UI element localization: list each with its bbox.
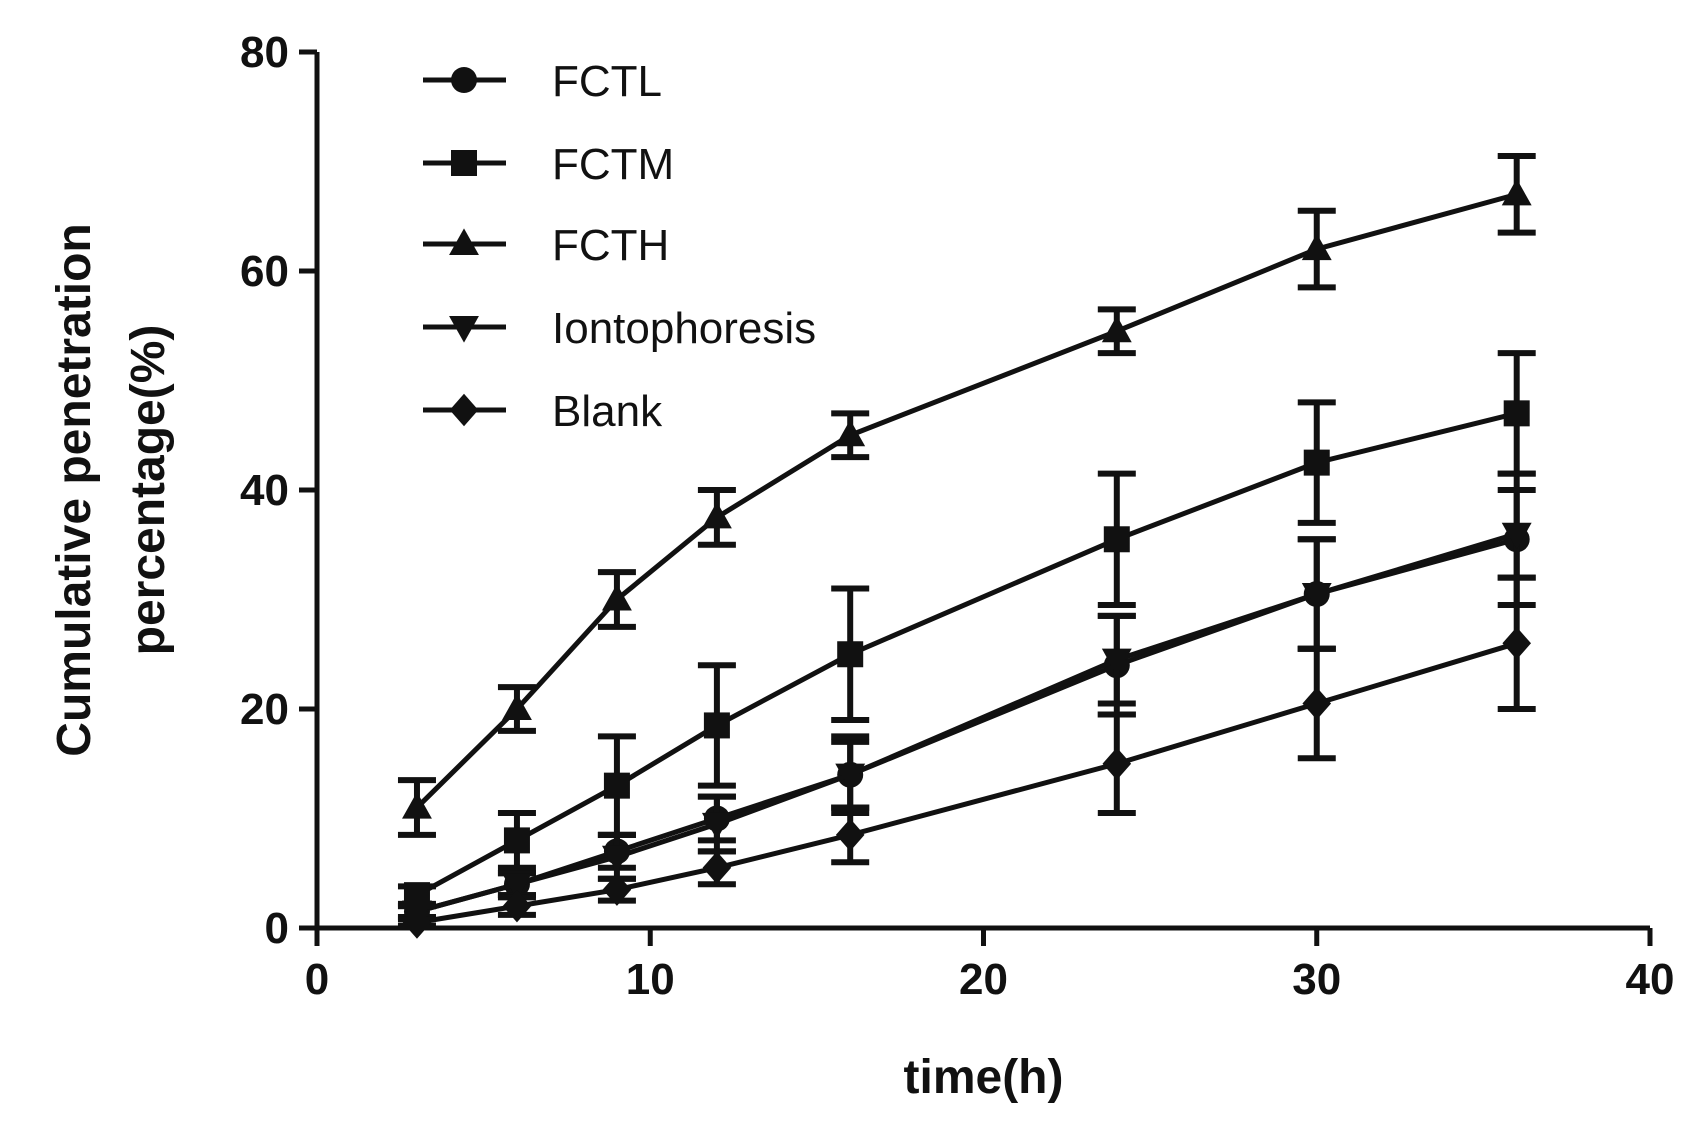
x-axis-title: time(h) (904, 1051, 1064, 1104)
legend-label: FCTM (552, 140, 674, 189)
data-point (1501, 522, 1532, 550)
data-point (601, 845, 632, 873)
data-point (837, 641, 864, 668)
data-point (1302, 687, 1332, 720)
data-point (502, 889, 532, 923)
data-point (1103, 526, 1130, 553)
legend-item-fcth: FCTH (423, 221, 669, 270)
x-tick-label: 10 (626, 955, 675, 1004)
data-point (702, 851, 732, 885)
data-point (1501, 178, 1532, 206)
legend-label: Blank (552, 387, 663, 436)
data-point (602, 873, 632, 906)
legend-marker (449, 393, 479, 427)
legend-item-blank: Blank (423, 387, 663, 436)
series-line (416, 531, 1518, 914)
data-point (1301, 233, 1332, 261)
series-fctm (397, 350, 1536, 909)
legend-marker (451, 67, 477, 93)
data-point (1102, 747, 1132, 780)
data-point (503, 827, 530, 854)
y-tick-label: 40 (240, 466, 289, 515)
x-tick-label: 30 (1292, 955, 1341, 1004)
data-point (502, 873, 532, 900)
data-point (1101, 648, 1132, 676)
legend-marker (451, 150, 477, 176)
data-point (701, 501, 732, 529)
series-line (415, 410, 1518, 898)
data-point (701, 812, 732, 840)
x-tick-label: 40 (1626, 955, 1675, 1004)
series-line (416, 640, 1518, 925)
legend-item-iontophoresis: Iontophoresis (423, 304, 816, 353)
x-tick-label: 0 (305, 955, 329, 1004)
legend: FCTL FCTM FCTH Iontophoresis Blank (423, 57, 816, 436)
y-tick-label: 0 (265, 904, 289, 953)
data-point (1503, 400, 1530, 427)
y-axis-title-line1: Cumulative penetration (48, 223, 101, 756)
series-blank (397, 574, 1536, 939)
legend-label: FCTL (552, 57, 662, 106)
y-tick-label: 60 (240, 247, 289, 296)
data-point (502, 693, 532, 721)
data-point (835, 818, 865, 852)
y-tick-label: 80 (240, 28, 289, 77)
series-fcth (397, 153, 1536, 838)
y-tick-label: 20 (240, 685, 289, 734)
x-ticks: 0 10 20 30 40 (305, 928, 1675, 1004)
legend-item-fctm: FCTM (423, 140, 674, 189)
data-point (1303, 449, 1330, 476)
data-point (1101, 315, 1132, 343)
data-point (703, 712, 730, 739)
data-point (603, 772, 630, 799)
axes: 0 10 20 30 40 0 20 40 60 80 (240, 28, 1674, 1004)
series-iontophoresis (397, 487, 1536, 928)
data-point (402, 791, 432, 819)
data-point (835, 763, 866, 791)
legend-item-fctl: FCTL (423, 57, 662, 106)
legend-label: Iontophoresis (552, 304, 816, 353)
data-point (835, 419, 866, 447)
data-point (402, 906, 432, 939)
legend-marker (449, 228, 479, 256)
legend-marker (449, 315, 479, 343)
x-tick-label: 20 (959, 955, 1008, 1004)
legend-label: FCTH (552, 221, 669, 270)
data-point (601, 583, 632, 611)
data-point (1301, 582, 1332, 610)
series-line (415, 191, 1518, 810)
plot-area (397, 153, 1536, 939)
data-point (1502, 627, 1531, 660)
series-fctl (397, 470, 1536, 925)
y-ticks: 0 20 40 60 80 (240, 28, 317, 953)
y-axis-title-line2: percentage(%) (122, 325, 175, 656)
